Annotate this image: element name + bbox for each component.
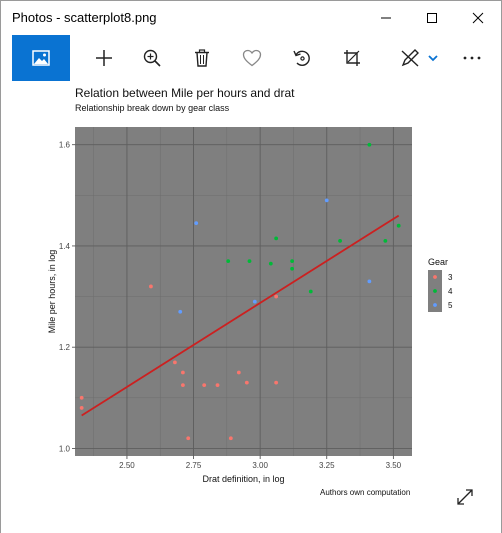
legend-swatch <box>433 275 437 279</box>
legend-title: Gear <box>428 257 448 267</box>
data-point-gear-3 <box>274 380 279 385</box>
data-point-gear-3 <box>215 383 220 388</box>
legend-label: 4 <box>448 287 453 296</box>
y-tick-label: 1.4 <box>59 242 71 251</box>
title-bar: Photos - scatterplot8.png <box>1 1 501 35</box>
edit-icon <box>401 49 438 67</box>
chart-title: Relation between Mile per hours and drat <box>75 86 295 100</box>
data-point-gear-3 <box>180 383 185 388</box>
window-title: Photos - scatterplot8.png <box>12 10 157 25</box>
x-axis-ticks: 2.50 2.75 3.00 3.25 3.50 <box>119 456 402 470</box>
data-point-gear-4 <box>290 259 295 264</box>
data-point-gear-3 <box>180 370 185 375</box>
more-icon <box>463 56 481 60</box>
data-point-gear-5 <box>324 198 329 203</box>
data-point-gear-5 <box>252 299 257 304</box>
expand-icon <box>457 489 473 505</box>
delete-icon <box>195 49 209 67</box>
data-point-gear-4 <box>226 259 231 264</box>
image-icon <box>32 50 50 66</box>
data-point-gear-3 <box>236 370 241 375</box>
legend-swatch <box>433 289 437 293</box>
data-point-gear-4 <box>367 142 372 147</box>
data-point-gear-3 <box>228 436 233 441</box>
data-point-gear-3 <box>149 284 153 289</box>
data-point-gear-4 <box>274 236 279 241</box>
scatter-chart: 2.50 2.75 3.00 3.25 3.50 1.0 1.2 1.4 1.6 Drat d… <box>47 127 453 484</box>
fullscreen-button[interactable] <box>455 487 475 507</box>
data-point-gear-4 <box>396 223 401 228</box>
zoom-in-icon <box>143 49 161 67</box>
crop-icon <box>344 50 360 66</box>
grid-lines <box>75 127 412 456</box>
data-point-gear-3 <box>79 406 84 410</box>
maximize-icon <box>427 13 437 23</box>
y-axis-label: Mile per hours, in log <box>47 250 57 334</box>
y-tick-label: 1.2 <box>59 343 71 352</box>
data-point-gear-4 <box>268 261 273 266</box>
data-point-gear-3 <box>202 383 207 388</box>
data-point-gear-3 <box>186 436 191 441</box>
minimize-icon <box>381 17 391 19</box>
data-point-gear-3 <box>173 360 177 365</box>
delete-button[interactable] <box>177 35 227 81</box>
edit-create-button[interactable] <box>393 35 447 81</box>
x-tick-label: 2.50 <box>119 461 135 470</box>
data-point-gear-5 <box>367 279 372 284</box>
favorite-icon <box>242 49 262 67</box>
minimize-button[interactable] <box>363 1 409 35</box>
data-point-gear-4 <box>338 238 342 243</box>
data-point-gear-4 <box>383 238 388 243</box>
y-tick-label: 1.6 <box>59 141 71 150</box>
data-point-gear-4 <box>290 266 295 271</box>
toolbar <box>1 35 501 81</box>
close-icon <box>472 12 484 24</box>
legend-label: 5 <box>448 301 453 310</box>
data-point-gear-4 <box>247 259 252 264</box>
data-points <box>79 142 401 441</box>
legend-swatch <box>433 303 437 307</box>
chart-subtitle: Relationship break down by gear class <box>75 103 230 113</box>
data-point-gear-4 <box>308 289 313 294</box>
more-button[interactable] <box>447 35 497 81</box>
x-tick-label: 3.25 <box>319 461 335 470</box>
maximize-button[interactable] <box>409 1 455 35</box>
data-point-gear-3 <box>244 380 249 385</box>
rotate-icon <box>293 50 310 66</box>
zoom-in-button[interactable] <box>127 35 177 81</box>
crop-button[interactable] <box>327 35 377 81</box>
x-tick-label: 2.75 <box>186 461 202 470</box>
legend-label: 3 <box>448 273 453 282</box>
image-info-button[interactable] <box>12 35 70 81</box>
y-axis-ticks: 1.0 1.2 1.4 1.6 <box>59 141 75 453</box>
x-tick-label: 3.50 <box>386 461 402 470</box>
data-point-gear-3 <box>274 294 279 299</box>
fit-line <box>81 214 400 417</box>
close-button[interactable] <box>455 1 501 35</box>
image-viewer: Relation between Mile per hours and drat… <box>1 81 501 533</box>
chart-caption: Authors own computation <box>320 488 411 497</box>
x-axis-label: Drat definition, in log <box>202 474 284 484</box>
add-button[interactable] <box>79 35 129 81</box>
y-tick-label: 1.0 <box>59 444 71 453</box>
add-icon <box>96 50 112 66</box>
plot-panel <box>75 127 412 456</box>
data-point-gear-5 <box>178 309 183 314</box>
x-tick-label: 3.00 <box>252 461 268 470</box>
rotate-button[interactable] <box>277 35 327 81</box>
favorite-button[interactable] <box>227 35 277 81</box>
data-point-gear-5 <box>194 221 199 226</box>
data-point-gear-3 <box>79 395 84 400</box>
